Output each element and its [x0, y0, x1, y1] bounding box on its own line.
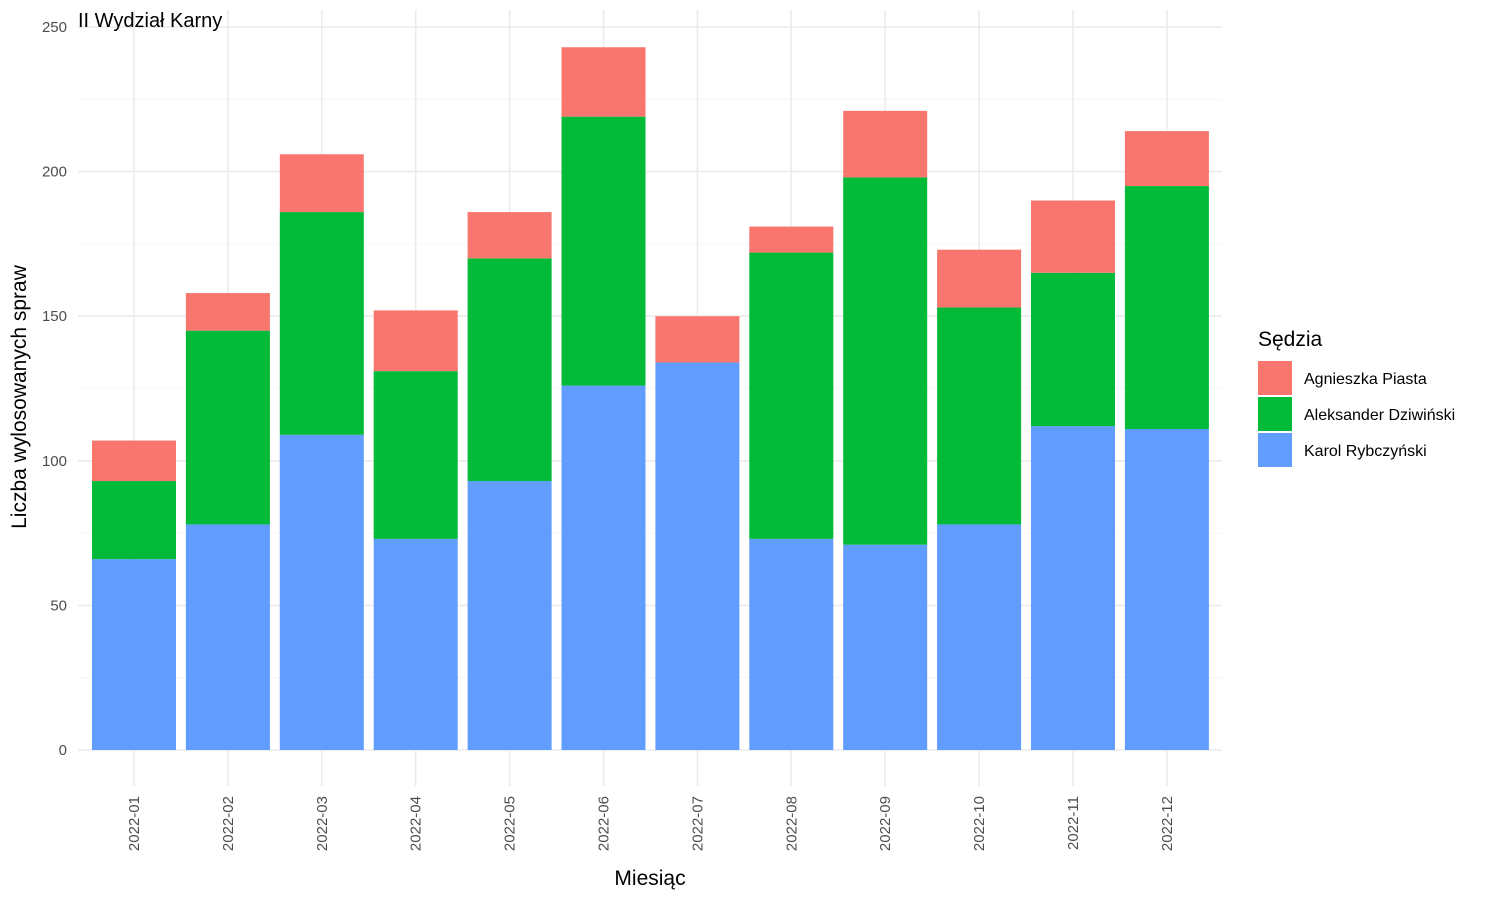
x-tick-label-2022-10: 2022-10 [971, 796, 988, 851]
y-tick-label-250: 250 [42, 19, 67, 36]
bar-2022-10-karol-rybczy-ski [937, 524, 1022, 750]
bar-2022-05-karol-rybczy-ski [467, 481, 552, 750]
bar-2022-10-aleksander-dziwi-ski [937, 307, 1022, 525]
bar-2022-05-aleksander-dziwi-ski [467, 258, 552, 482]
y-tick-label-100: 100 [42, 453, 67, 470]
bar-2022-02-aleksander-dziwi-ski [185, 330, 270, 525]
bar-2022-01-agnieszka-piasta [92, 440, 176, 482]
bar-2022-07-karol-rybczy-ski [655, 362, 740, 750]
legend-key-karol-rybczy-ski [1258, 433, 1292, 467]
bar-2022-08-agnieszka-piasta [749, 226, 834, 253]
x-tick-label-2022-06: 2022-06 [596, 796, 613, 851]
bar-2022-06-karol-rybczy-ski [561, 385, 646, 750]
bar-2022-11-aleksander-dziwi-ski [1031, 272, 1115, 427]
bar-2022-06-agnieszka-piasta [561, 47, 646, 117]
bar-2022-09-agnieszka-piasta [843, 110, 928, 178]
bar-2022-07-agnieszka-piasta [655, 316, 740, 363]
y-tick-label-150: 150 [42, 308, 67, 325]
bar-2022-04-karol-rybczy-ski [373, 538, 458, 750]
x-tick-label-2022-01: 2022-01 [126, 796, 143, 851]
bar-2022-03-karol-rybczy-ski [279, 434, 364, 750]
legend-label-karol-rybczy-ski: Karol Rybczyński [1304, 443, 1427, 460]
legend: Sędzia Agnieszka Piasta Aleksander Dziwiń… [1258, 328, 1455, 467]
bar-2022-11-karol-rybczy-ski [1031, 426, 1115, 750]
x-tick-label-2022-12: 2022-12 [1159, 796, 1176, 851]
bar-2022-01-aleksander-dziwi-ski [92, 481, 176, 560]
x-tick-label-2022-02: 2022-02 [220, 796, 237, 851]
bar-2022-06-aleksander-dziwi-ski [561, 116, 646, 386]
x-tick-label-2022-05: 2022-05 [502, 796, 519, 851]
bar-2022-12-karol-rybczy-ski [1124, 428, 1209, 750]
bar-2022-09-karol-rybczy-ski [843, 544, 928, 750]
bar-2022-09-aleksander-dziwi-ski [843, 177, 928, 545]
bar-2022-02-agnieszka-piasta [185, 293, 270, 331]
bar-2022-08-karol-rybczy-ski [749, 538, 834, 750]
bar-2022-01-karol-rybczy-ski [92, 559, 176, 750]
x-axis-title: Miesiąc [614, 867, 685, 890]
x-tick-label-2022-03: 2022-03 [314, 796, 331, 851]
x-tick-label-2022-09: 2022-09 [877, 796, 894, 851]
bar-2022-12-aleksander-dziwi-ski [1124, 186, 1209, 429]
bar-2022-04-aleksander-dziwi-ski [373, 371, 458, 539]
y-tick-label-50: 50 [50, 597, 67, 614]
y-tick-label-200: 200 [42, 164, 67, 181]
bar-2022-02-karol-rybczy-ski [185, 524, 270, 750]
x-tick-label-2022-07: 2022-07 [689, 796, 706, 851]
y-axis-title: Liczba wylosowanych spraw [8, 264, 31, 529]
bar-2022-08-aleksander-dziwi-ski [749, 252, 834, 539]
legend-key-agnieszka-piasta [1258, 361, 1292, 395]
chart-title: II Wydział Karny [78, 10, 222, 32]
x-axis-ticks: 2022-01 2022-02 2022-03 2022-04 2022-05 2022-… [126, 796, 1176, 851]
bar-2022-10-agnieszka-piasta [937, 249, 1022, 308]
x-tick-label-2022-08: 2022-08 [783, 796, 800, 851]
y-tick-label-0: 0 [59, 742, 67, 759]
legend-label-aleksander-dziwi-ski: Aleksander Dziwiński [1304, 407, 1455, 424]
legend-key-aleksander-dziwi-ski [1258, 397, 1292, 431]
bar-2022-11-agnieszka-piasta [1031, 200, 1115, 273]
legend-title: Sędzia [1258, 328, 1323, 351]
bar-2022-03-aleksander-dziwi-ski [279, 212, 364, 435]
bar-2022-12-agnieszka-piasta [1124, 131, 1209, 187]
x-tick-label-2022-04: 2022-04 [408, 796, 425, 851]
bars [92, 47, 1209, 750]
bar-2022-03-agnieszka-piasta [279, 154, 364, 213]
bar-2022-04-agnieszka-piasta [373, 310, 458, 372]
legend-label-agnieszka-piasta: Agnieszka Piasta [1304, 371, 1427, 388]
y-axis-ticks: 0 50 100 150 200 250 [42, 19, 67, 759]
bar-2022-05-agnieszka-piasta [467, 212, 552, 259]
x-tick-label-2022-11: 2022-11 [1065, 796, 1082, 850]
